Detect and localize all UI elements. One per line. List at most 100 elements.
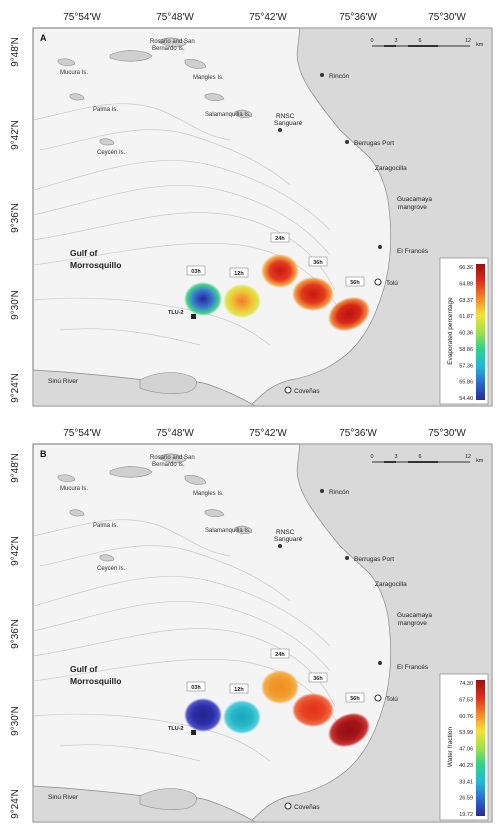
- tolu-marker: [374, 278, 382, 286]
- place-label-rosario-2: Bernardo Is.: [152, 46, 185, 52]
- longitude-label: 75°30'W: [428, 428, 466, 439]
- place-label-berrugas: Berrugas Port: [354, 556, 394, 563]
- time-label: 03h: [191, 269, 201, 275]
- longitude-label: 75°54'W: [63, 428, 101, 439]
- time-label: 56h: [350, 696, 360, 702]
- time-label: 03h: [191, 685, 201, 691]
- colorbar-tick: 64.88: [459, 281, 473, 287]
- colorbar-ramp: [476, 264, 485, 400]
- scale-tick: 6: [418, 454, 421, 460]
- place-label-rnsc-1: RNSC: [276, 529, 295, 536]
- longitude-label: 75°42'W: [249, 12, 287, 23]
- place-label-mucura: Mucura Is.: [60, 70, 88, 76]
- place-label-rincon: Rincón: [329, 73, 350, 80]
- place-label-rosario-1: Rosario and San: [150, 39, 195, 45]
- gulf-label: Gulf of: [70, 248, 98, 258]
- latitude-label: 9°48'N: [10, 453, 21, 483]
- latitude-label: 9°36'N: [10, 619, 21, 649]
- place-marker: [345, 556, 349, 560]
- place-label-guacamaya-2: mangrove: [398, 620, 427, 627]
- place-marker: [278, 544, 282, 548]
- time-label: 56h: [350, 280, 360, 286]
- place-label-ceycen: Ceycén Is.: [97, 566, 126, 572]
- colorbar-title: Evaporated percentage: [447, 297, 454, 365]
- place-marker: [320, 489, 324, 493]
- mainland-east: [249, 443, 493, 823]
- coastal-landmass: [139, 372, 197, 394]
- oil-plume-56h: 56h: [327, 276, 371, 332]
- place-label-mangles: Mangles Is.: [193, 491, 224, 497]
- colorbar-tick: 61.87: [459, 314, 473, 320]
- panel-label: A: [40, 33, 47, 43]
- colorbar-tick: 67.53: [459, 697, 473, 703]
- place-label-guacamaya-1: Guacamaya: [397, 612, 432, 619]
- place-label-palma: Palma Is.: [93, 523, 118, 529]
- scale-tick: 3: [394, 454, 397, 460]
- longitude-label: 75°54'W: [63, 12, 101, 23]
- place-label-rnsc-2: Sanguaré: [274, 536, 303, 543]
- scale-tick: 12: [465, 38, 471, 44]
- station-label: TLU-2: [168, 310, 184, 316]
- time-label: 36h: [313, 676, 323, 682]
- place-label-palma: Palma Is.: [93, 107, 118, 113]
- station-marker: [191, 730, 196, 735]
- place-label-mangles: Mangles Is.: [193, 75, 224, 81]
- place-label-tolu: Tolú: [386, 696, 398, 703]
- map-svg: 75°54'W 75°48'W 75°42'W 75°36'W 75°30'W 9°48'…: [10, 428, 493, 823]
- place-label-guacamaya-2: mangrove: [398, 204, 427, 211]
- colorbar-title: Water fraction: [447, 727, 454, 768]
- oil-plume-12h: 12h: [223, 267, 261, 318]
- map-panel-b: 75°54'W 75°48'W 75°42'W 75°36'W 75°30'W 9°48'…: [0, 416, 501, 832]
- place-marker: [378, 245, 382, 249]
- time-label: 36h: [313, 260, 323, 266]
- islands: [57, 453, 253, 562]
- oil-plume-36h: 36h: [292, 672, 334, 727]
- oil-plume-12h: 12h: [223, 683, 261, 734]
- place-label-el-frances: El Francés: [397, 248, 429, 255]
- oil-plume-36h: 36h: [292, 256, 334, 311]
- place-label-covenas: Coveñas: [294, 388, 320, 395]
- colorbar-tick: 33.41: [459, 779, 473, 785]
- covenas-marker: [284, 802, 292, 810]
- colorbar-tick: 74.30: [459, 681, 473, 687]
- longitude-label: 75°48'W: [156, 12, 194, 23]
- place-label-el-frances: El Francés: [397, 664, 429, 671]
- station-label: TLU-2: [168, 726, 184, 732]
- tolu-marker: [374, 694, 382, 702]
- oil-plume-24h: 24h: [261, 648, 299, 704]
- gulf-label: Morrosquillo: [70, 260, 121, 270]
- oil-plume-03h: 03h: [184, 681, 222, 732]
- latitude-label: 9°24'N: [10, 373, 21, 403]
- scale-tick: 6: [418, 38, 421, 44]
- time-label: 24h: [275, 652, 285, 658]
- map-svg: 75°54'W 75°48'W 75°42'W 75°36'W 75°30'W 9°48'…: [10, 12, 493, 407]
- longitude-label: 75°36'W: [339, 12, 377, 23]
- colorbar-tick: 60.36: [459, 331, 473, 337]
- place-label-sinu: Sinú River: [48, 378, 79, 385]
- scale-bar: 0 3 6 12 km: [370, 38, 483, 48]
- time-label: 12h: [234, 687, 244, 693]
- colorbar-tick: 47.06: [459, 747, 473, 753]
- latitude-label: 9°24'N: [10, 789, 21, 819]
- place-label-mucura: Mucura Is.: [60, 486, 88, 492]
- place-label-rnsc-1: RNSC: [276, 113, 295, 120]
- colorbar-tick: 55.86: [459, 380, 473, 386]
- scale-tick: 0: [370, 38, 373, 44]
- time-label: 24h: [275, 236, 285, 242]
- colorbar-tick: 66.36: [459, 265, 473, 271]
- place-label-zaragocilla: Zaragocilla: [375, 581, 407, 588]
- colorbar-tick: 63.37: [459, 298, 473, 304]
- latitude-label: 9°42'N: [10, 120, 21, 150]
- covenas-marker: [284, 386, 292, 394]
- colorbar-tick: 53.99: [459, 730, 473, 736]
- longitude-label: 75°42'W: [249, 428, 287, 439]
- colorbar-tick: 60.76: [459, 714, 473, 720]
- panel-label: B: [40, 449, 47, 459]
- colorbar-tick: 57.36: [459, 363, 473, 369]
- mainland-east: [249, 27, 493, 407]
- place-label-rosario-2: Bernardo Is.: [152, 462, 185, 468]
- place-label-sinu: Sinú River: [48, 794, 79, 801]
- place-label-ceycen: Ceycén Is.: [97, 150, 126, 156]
- place-marker: [378, 661, 382, 665]
- colorbar-tick: 26.59: [459, 796, 473, 802]
